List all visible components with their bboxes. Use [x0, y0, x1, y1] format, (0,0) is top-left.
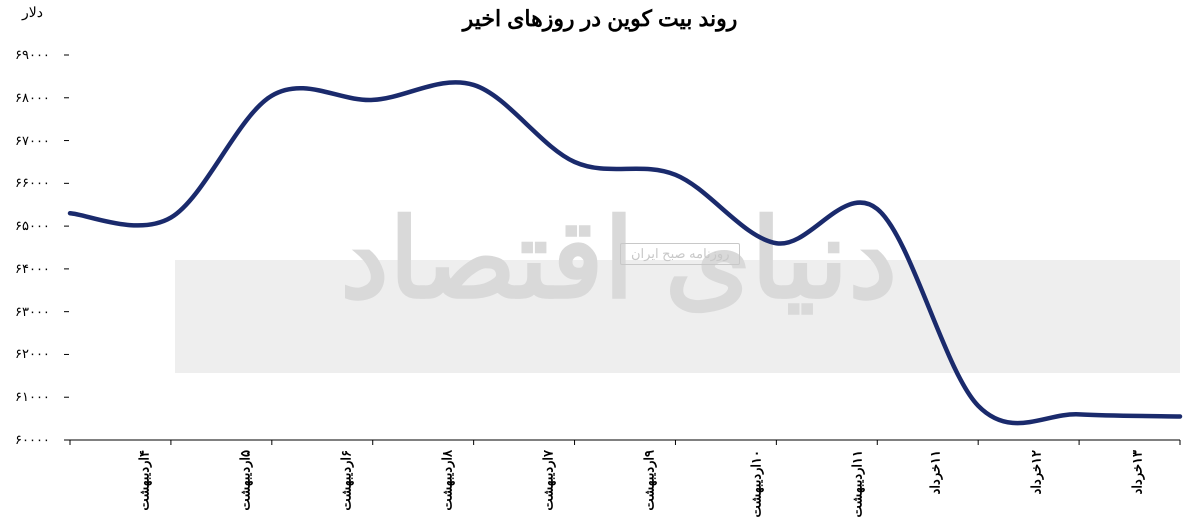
data-line [70, 82, 1180, 423]
bitcoin-trend-chart: روند بیت کوین در روزهای اخیر دلار دنیای … [0, 0, 1200, 526]
chart-line [0, 0, 1200, 526]
